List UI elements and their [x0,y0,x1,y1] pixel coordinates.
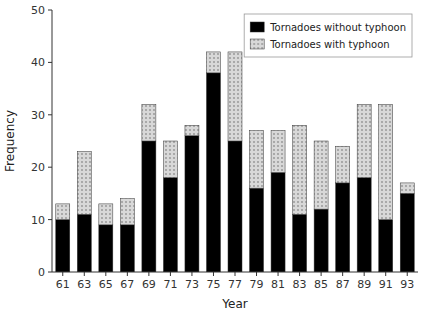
y-tick-label: 50 [31,4,45,17]
x-tick [256,272,257,276]
x-tick-label: 83 [293,278,307,291]
x-tick-label: 73 [185,278,199,291]
x-tick-label: 69 [142,278,156,291]
x-tick [84,272,85,276]
x-tick-label: 67 [120,278,134,291]
y-tick [48,219,52,220]
bar [142,104,156,141]
bar [314,141,328,209]
bar [56,204,70,220]
y-tick [48,114,52,115]
x-tick [170,272,171,276]
x-tick [321,272,322,276]
bar [185,125,199,135]
bar [77,214,91,272]
bar [271,172,285,272]
bar [357,178,371,272]
x-tick [62,272,63,276]
bar [99,225,113,272]
bar [77,151,91,214]
y-tick-label: 20 [31,161,45,174]
y-tick-label: 0 [38,266,45,279]
bar [206,52,220,73]
x-tick-label: 63 [77,278,91,291]
x-tick [299,272,300,276]
y-axis-label: Frequency [3,110,17,172]
y-tick-label: 10 [31,214,45,227]
bar [163,141,177,178]
y-tick-label: 40 [31,56,45,69]
bar [250,188,264,272]
bar [400,193,414,272]
bar [400,183,414,193]
x-tick [385,272,386,276]
x-axis-label: Year [221,297,247,311]
legend-label: Tornadoes with typhoon [269,39,389,50]
bar [99,204,113,225]
y-tick [48,62,52,63]
bar [163,178,177,272]
x-tick-label: 81 [271,278,285,291]
bar [336,146,350,183]
x-tick-label: 75 [206,278,220,291]
bar [185,136,199,272]
x-tick-label: 85 [314,278,328,291]
legend-swatch [250,22,264,32]
bar [142,141,156,272]
y-axis-line [52,10,53,272]
bar [206,73,220,272]
y-tick-label: 30 [31,109,45,122]
bar [56,220,70,272]
bar [120,225,134,272]
x-tick-label: 87 [336,278,350,291]
bar [336,183,350,272]
y-tick [48,10,52,11]
bar [293,125,307,214]
x-tick [364,272,365,276]
legend-label: Tornadoes without typhoon [269,22,406,33]
bar [379,220,393,272]
bar [120,199,134,225]
bar [271,131,285,173]
bar [314,209,328,272]
bar [379,104,393,219]
x-tick-label: 65 [99,278,113,291]
x-tick [278,272,279,276]
x-tick [148,272,149,276]
bar [357,104,371,177]
x-tick [127,272,128,276]
y-tick [48,167,52,168]
x-tick [407,272,408,276]
legend-swatch [250,39,264,49]
bar [293,214,307,272]
bars [56,52,414,272]
x-tick-label: 71 [163,278,177,291]
bar [228,52,242,141]
x-tick-label: 61 [56,278,70,291]
x-tick [105,272,106,276]
x-tick-label: 79 [250,278,264,291]
chart: 0 10 20 30 40 50 61 63 65 67 69 71 73 75 77 79 81 83 85 87 8… [0,0,428,314]
legend-box [244,14,412,57]
x-tick [235,272,236,276]
x-tick [342,272,343,276]
x-tick [191,272,192,276]
y-tick [48,272,52,273]
x-tick-label: 77 [228,278,242,291]
x-tick [213,272,214,276]
x-tick-label: 91 [379,278,393,291]
x-tick-label: 93 [400,278,414,291]
legend: Tornadoes without typhoon Tornadoes with … [244,14,412,57]
x-tick-label: 89 [357,278,371,291]
bar [228,141,242,272]
bar [250,131,264,189]
